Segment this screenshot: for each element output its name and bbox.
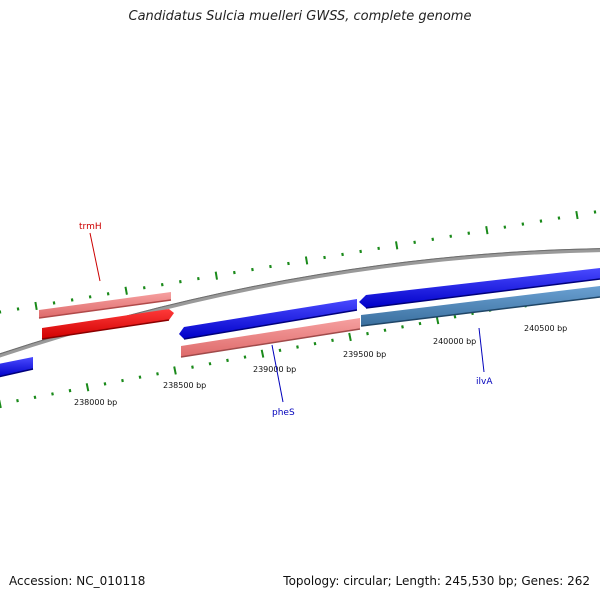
tick-outer-9	[160, 283, 164, 287]
tick-outer-16	[287, 261, 290, 266]
page-title: Candidatus Sulcia muelleri GWSS, complet…	[128, 9, 472, 24]
tick-outer-18	[323, 255, 326, 260]
tick-outer-29	[521, 222, 525, 226]
tick-outer-13	[233, 270, 236, 275]
tick-outer-32	[575, 210, 579, 220]
tick-outer-3	[52, 301, 56, 305]
tick-outer-19	[341, 252, 344, 257]
gene-label-trmH[interactable]: trmH	[79, 222, 102, 232]
tick-inner-7	[121, 378, 124, 383]
genome-summary-text: Topology: circular; Length: 245,530 bp; …	[283, 574, 590, 588]
tick-inner-1	[16, 398, 19, 403]
gene-ilvA[interactable]	[359, 268, 600, 327]
accession-text: Accession: NC_010118	[9, 574, 146, 588]
tick-outer-4	[70, 298, 74, 302]
tick-outer-21	[377, 246, 380, 250]
tick-inner-12	[208, 362, 212, 366]
tick-outer-24	[431, 237, 435, 241]
tick-outer-12	[214, 271, 218, 280]
tick-inner-10	[173, 366, 177, 375]
tick-inner-21	[366, 331, 369, 336]
tick-inner-17	[296, 345, 299, 349]
tick-inner-2	[33, 395, 37, 400]
tick-inner-6	[103, 382, 107, 386]
tick-inner-23	[401, 325, 404, 329]
tick-inner-5	[85, 383, 90, 392]
gene-ilvA-cds	[361, 286, 600, 326]
tick-inner-4	[68, 388, 72, 393]
tick-outer-26	[467, 231, 471, 235]
tick-outer-30	[539, 219, 543, 223]
tick-inner-0	[0, 399, 2, 409]
tick-inner-24	[418, 321, 422, 326]
gene-trmH[interactable]	[38, 292, 174, 340]
tick-outer-20	[359, 249, 362, 254]
tick-outer-10	[179, 280, 182, 284]
tick-outer-1	[16, 307, 20, 311]
tick-inner-18	[313, 341, 317, 346]
gene-trmH-cds	[39, 292, 171, 318]
tick-outer-5	[88, 295, 92, 299]
gene-ilvA-arrow	[359, 268, 600, 308]
scale-label-240500: 240500 bp	[524, 324, 567, 333]
label-leader-trmH	[89, 232, 101, 282]
tick-inner-15	[260, 349, 265, 358]
label-leader-ilvA	[478, 327, 485, 373]
tick-outer-15	[269, 264, 272, 269]
gene-label-pheS[interactable]: pheS	[272, 408, 295, 418]
tick-inner-9	[156, 372, 159, 376]
tick-outer-6	[106, 292, 110, 296]
gene-label-ilvA[interactable]: ilvA	[476, 377, 493, 387]
tick-inner-11	[191, 365, 194, 369]
tick-outer-2	[34, 301, 38, 311]
tick-outer-31	[557, 216, 561, 220]
gene-pheS[interactable]	[179, 299, 361, 358]
tick-outer-7	[124, 286, 128, 295]
gene-partial-left[interactable]	[0, 357, 34, 378]
tick-inner-16	[278, 348, 282, 353]
gene-pheS-arrow	[179, 299, 357, 339]
tick-outer-28	[503, 225, 507, 229]
scale-label-238000: 238000 bp	[74, 398, 117, 407]
tick-outer-11	[197, 277, 200, 281]
tick-inner-3	[51, 392, 54, 396]
tick-outer-25	[449, 234, 453, 238]
tick-inner-19	[331, 338, 334, 343]
tick-outer-14	[251, 267, 254, 272]
scale-label-240000: 240000 bp	[433, 337, 476, 346]
tick-inner-8	[138, 375, 142, 379]
tick-inner-26	[453, 315, 457, 319]
label-leader-pheS	[271, 344, 284, 403]
scale-label-238500: 238500 bp	[163, 381, 206, 390]
tick-outer-22	[395, 241, 399, 250]
tick-outer-27	[485, 226, 489, 235]
tick-outer-17	[304, 256, 309, 265]
tick-outer-8	[142, 286, 146, 290]
tick-inner-22	[383, 328, 387, 332]
scale-ticks-outer	[0, 210, 597, 314]
tick-inner-20	[348, 332, 352, 342]
tick-inner-14	[243, 355, 247, 359]
gene-pheS-cds	[181, 318, 360, 357]
scale-label-239000: 239000 bp	[253, 365, 296, 374]
gene-trmH-arrow	[42, 309, 174, 339]
tick-inner-13	[226, 358, 229, 363]
gene-partial-left-arrow	[0, 357, 33, 377]
scale-label-239500: 239500 bp	[343, 350, 386, 359]
tick-outer-23	[413, 240, 416, 244]
